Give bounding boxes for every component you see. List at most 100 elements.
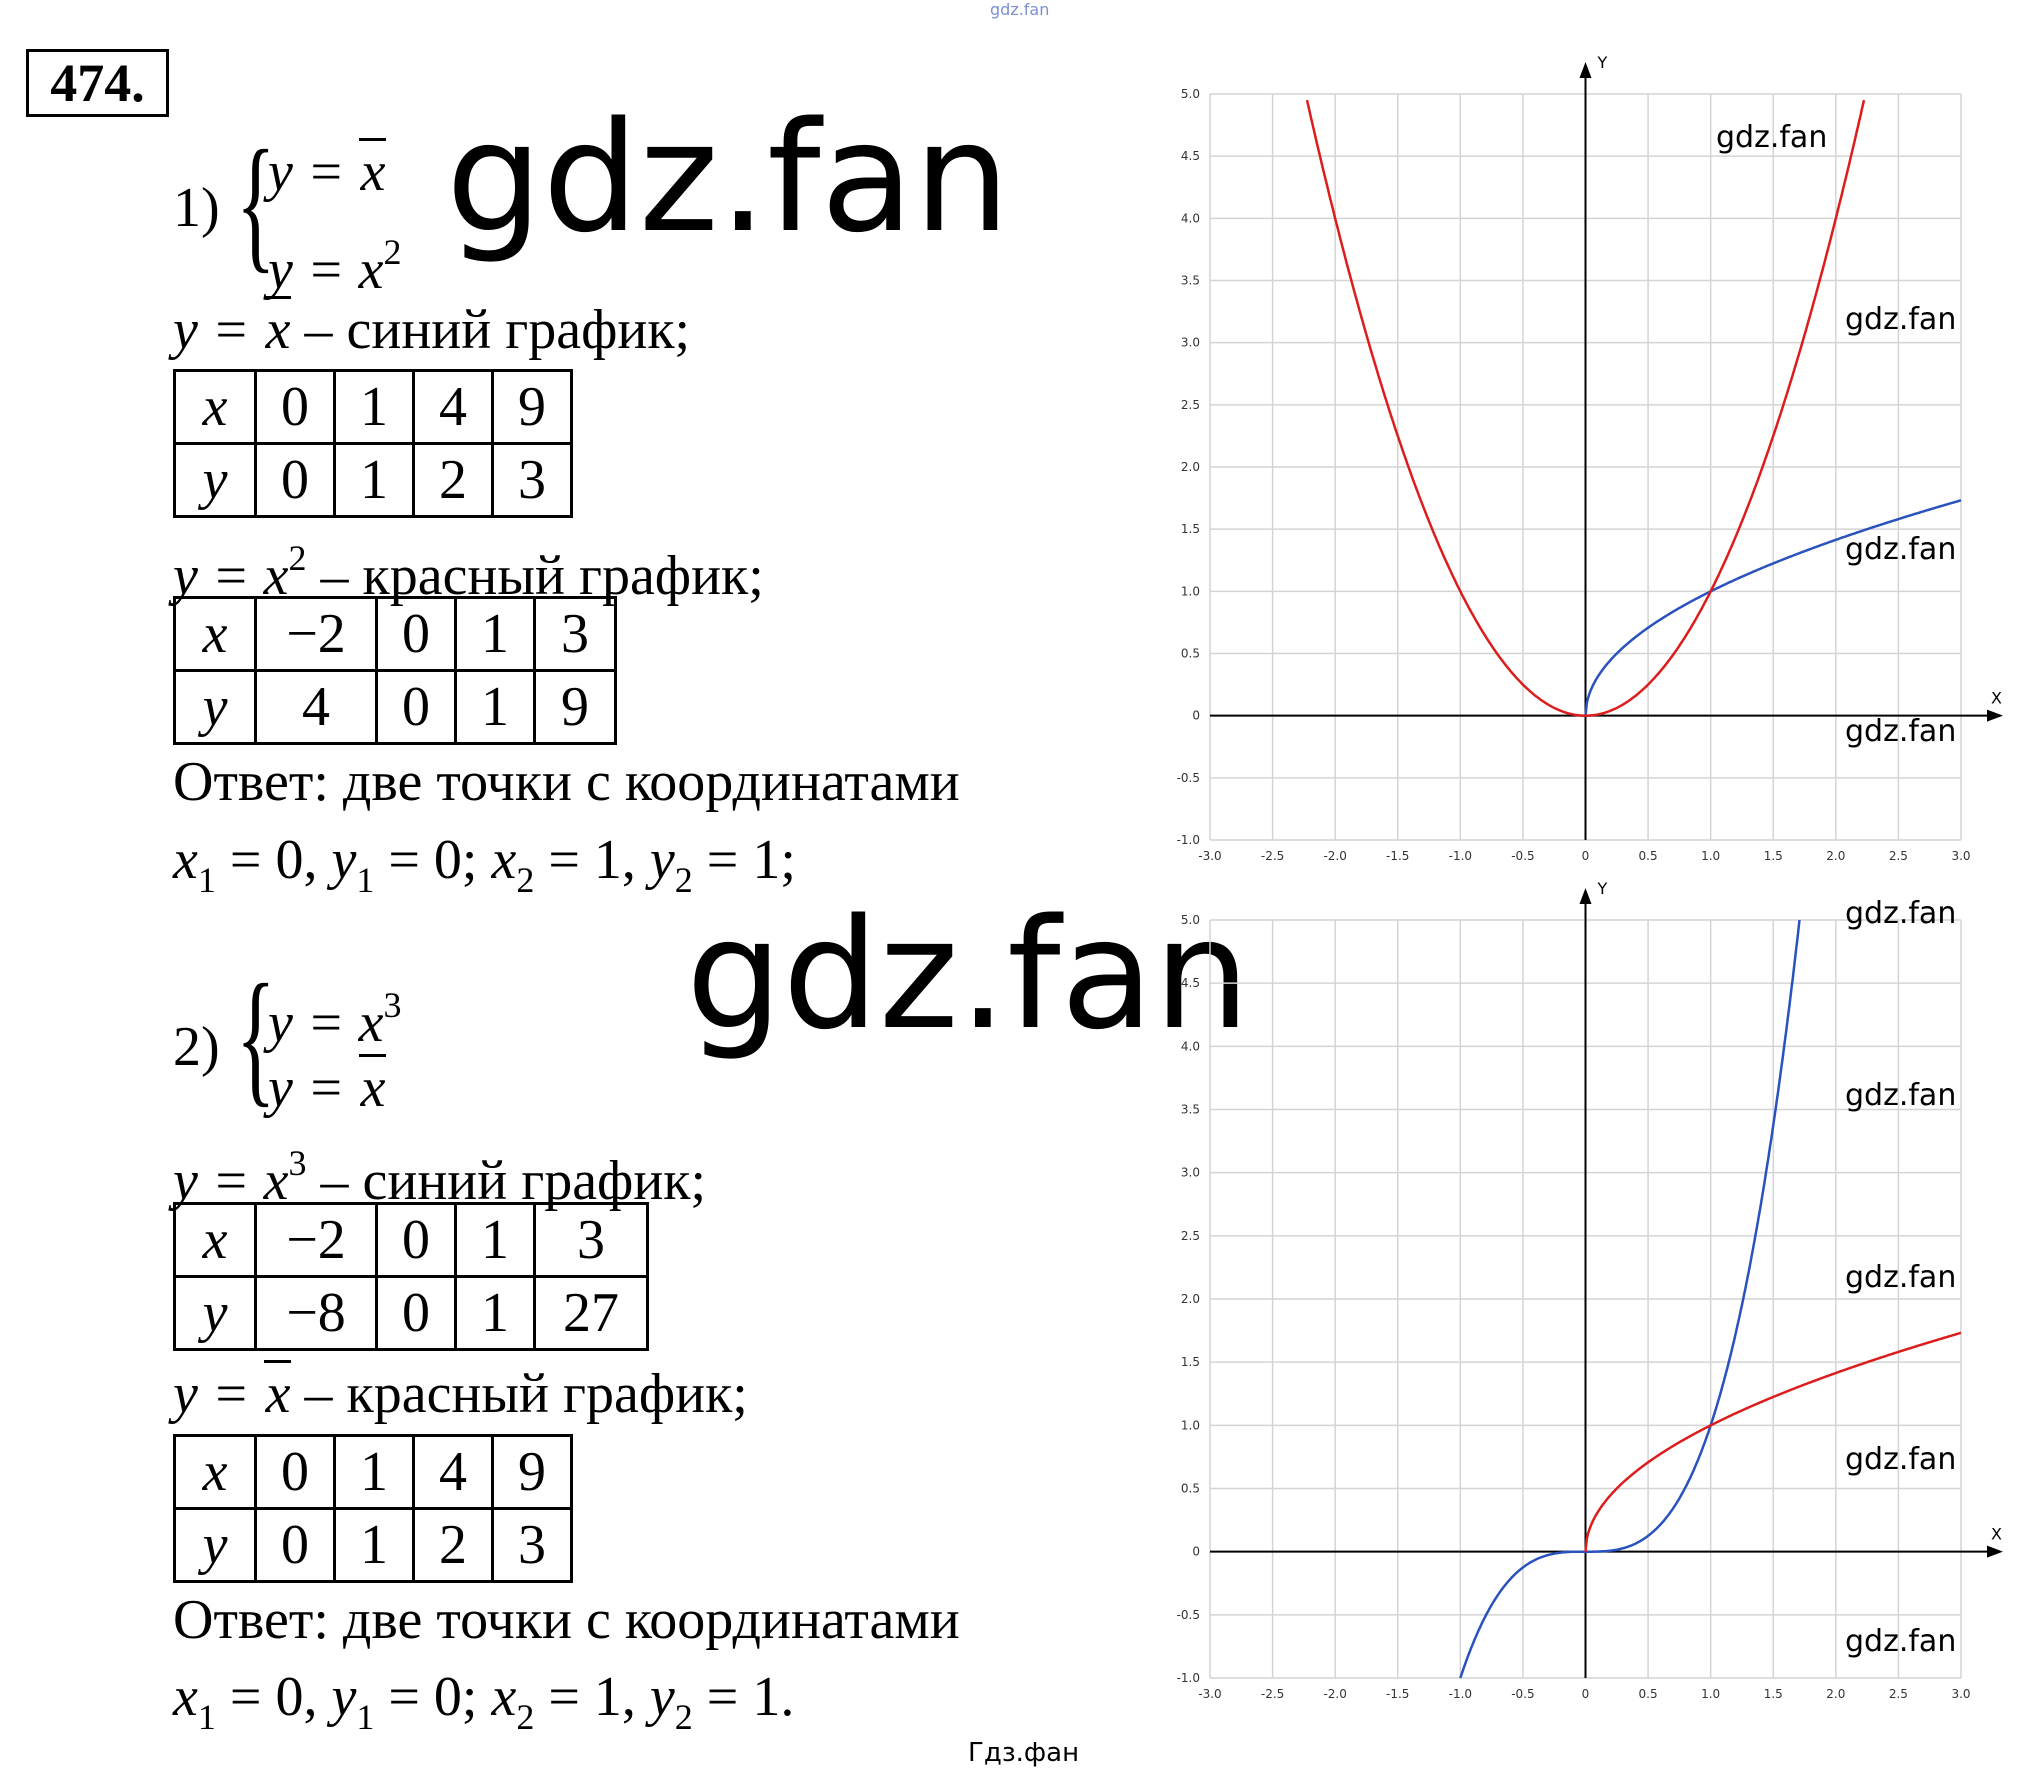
cell: 3 — [533, 1202, 649, 1278]
x-axis-arrow-icon — [1987, 1545, 2003, 1558]
y-tick-label: 5.0 — [1181, 913, 1200, 927]
cell: 9 — [533, 669, 617, 745]
cell: 1 — [454, 1202, 536, 1278]
x-tick-label: 2.5 — [1889, 1687, 1908, 1701]
y-tick-label: 4.5 — [1181, 976, 1200, 990]
cell: 0 — [375, 1202, 457, 1278]
y-tick-label: 2.5 — [1181, 1229, 1200, 1243]
y-tick-label: -0.5 — [1177, 771, 1200, 785]
x-tick-label: -2.5 — [1261, 849, 1284, 863]
curve-x2 — [1305, 99, 1866, 717]
watermark-small: gdz.fan — [1845, 1260, 1957, 1295]
x-tick-label: -2.5 — [1261, 1687, 1284, 1701]
part2-label: 2) — [173, 1016, 220, 1078]
cell: 0 — [375, 669, 457, 745]
watermark-big: gdz.fan — [446, 89, 1011, 266]
x-tick-label: -1.5 — [1386, 1687, 1409, 1701]
cell: 0 — [254, 1434, 336, 1510]
cell: 1 — [333, 442, 415, 518]
cell: 1 — [333, 1507, 415, 1583]
part2-graph1-caption: y = x3 – синий график; — [173, 1143, 707, 1212]
curve-x3 — [1459, 919, 1801, 1679]
cell: y — [173, 1507, 257, 1583]
cell: 1 — [454, 669, 536, 745]
y-tick-label: 2.0 — [1181, 460, 1200, 474]
top-watermark: gdz.fan — [990, 0, 1050, 19]
x-tick-label: -2.0 — [1323, 849, 1346, 863]
x-tick-label: 1.5 — [1764, 849, 1783, 863]
y-tick-label: 3.5 — [1181, 1103, 1200, 1117]
cell: y — [173, 1275, 257, 1351]
part1-answer: Ответ: две точки с координатами — [173, 751, 960, 813]
watermark-small: gdz.fan — [1845, 532, 1957, 567]
watermark-small: gdz.fan — [1845, 1078, 1957, 1113]
system-brace: { — [236, 120, 276, 286]
x-axis-label: X — [1991, 689, 2002, 708]
cell: 9 — [491, 369, 573, 445]
x-tick-label: 3.0 — [1951, 1687, 1970, 1701]
system1-eq1: y = x — [268, 138, 386, 203]
x-tick-label: -0.5 — [1511, 1687, 1534, 1701]
cell: x — [173, 369, 257, 445]
y-tick-label: 0 — [1192, 1545, 1200, 1559]
x-tick-label: 2.0 — [1826, 849, 1845, 863]
x-tick-label: 0.5 — [1639, 1687, 1658, 1701]
cell: 0 — [254, 369, 336, 445]
cell: 0 — [375, 1275, 457, 1351]
y-axis-label: Y — [1597, 53, 1608, 72]
x-tick-label: 0 — [1582, 849, 1590, 863]
cell: −2 — [254, 596, 378, 672]
cell: 0 — [254, 442, 336, 518]
y-tick-label: 0.5 — [1181, 1482, 1200, 1496]
part1-label: 1) — [173, 177, 220, 239]
cell: 1 — [333, 369, 415, 445]
x-tick-label: -1.5 — [1386, 849, 1409, 863]
cell: 3 — [533, 596, 617, 672]
watermark-small: gdz.fan — [1845, 1442, 1957, 1477]
y-tick-label: 1.0 — [1181, 1418, 1200, 1432]
x-tick-label: -1.0 — [1449, 1687, 1472, 1701]
x-tick-label: -3.0 — [1198, 1687, 1221, 1701]
curve-sqrtx — [1584, 1331, 1962, 1552]
x-tick-label: -2.0 — [1323, 1687, 1346, 1701]
part2-answer: Ответ: две точки с координатами — [173, 1589, 960, 1651]
watermark-small: gdz.fan — [1845, 302, 1957, 337]
y-axis-label: Y — [1597, 879, 1608, 898]
system2-eq2: y = x — [268, 1054, 386, 1119]
y-axis-arrow-icon — [1579, 62, 1592, 78]
x-tick-label: 2.5 — [1889, 849, 1908, 863]
y-tick-label: -1.0 — [1177, 833, 1200, 847]
cell: 1 — [454, 1275, 536, 1351]
table-cube-values: x −2 0 1 3 y −8 0 1 27 — [173, 1202, 649, 1351]
x-tick-label: 0.5 — [1639, 849, 1658, 863]
cell: 3 — [491, 442, 573, 518]
x-tick-label: 1.0 — [1701, 849, 1720, 863]
cell: 2 — [412, 1507, 494, 1583]
y-tick-label: 4.5 — [1181, 149, 1200, 163]
cell: y — [173, 442, 257, 518]
x-tick-label: 0 — [1582, 1687, 1590, 1701]
x-tick-label: 1.5 — [1764, 1687, 1783, 1701]
part1-coords: x1 = 0, y1 = 0; x2 = 1, y2 = 1; — [173, 829, 796, 900]
cell: 1 — [333, 1434, 415, 1510]
y-tick-label: 1.5 — [1181, 1355, 1200, 1369]
problem-number: 474. — [26, 49, 169, 117]
footer-watermark: Гдз.фан — [968, 1738, 1080, 1768]
cell: 3 — [491, 1507, 573, 1583]
y-tick-label: 4.0 — [1181, 1039, 1200, 1053]
part2-graph2-caption: y = x – красный график; — [173, 1360, 748, 1425]
x-tick-label: 2.0 — [1826, 1687, 1845, 1701]
y-tick-label: 2.5 — [1181, 398, 1200, 412]
watermark-big: gdz.fan — [686, 886, 1251, 1063]
system-brace: { — [236, 954, 276, 1120]
system2-eq1: y = x3 — [268, 985, 402, 1054]
cell: −2 — [254, 1202, 378, 1278]
watermark-small: gdz.fan — [1845, 1624, 1957, 1659]
watermark-small: gdz.fan — [1845, 714, 1957, 749]
cell: 4 — [412, 1434, 494, 1510]
x-tick-label: -0.5 — [1511, 849, 1534, 863]
y-tick-label: 5.0 — [1181, 87, 1200, 101]
